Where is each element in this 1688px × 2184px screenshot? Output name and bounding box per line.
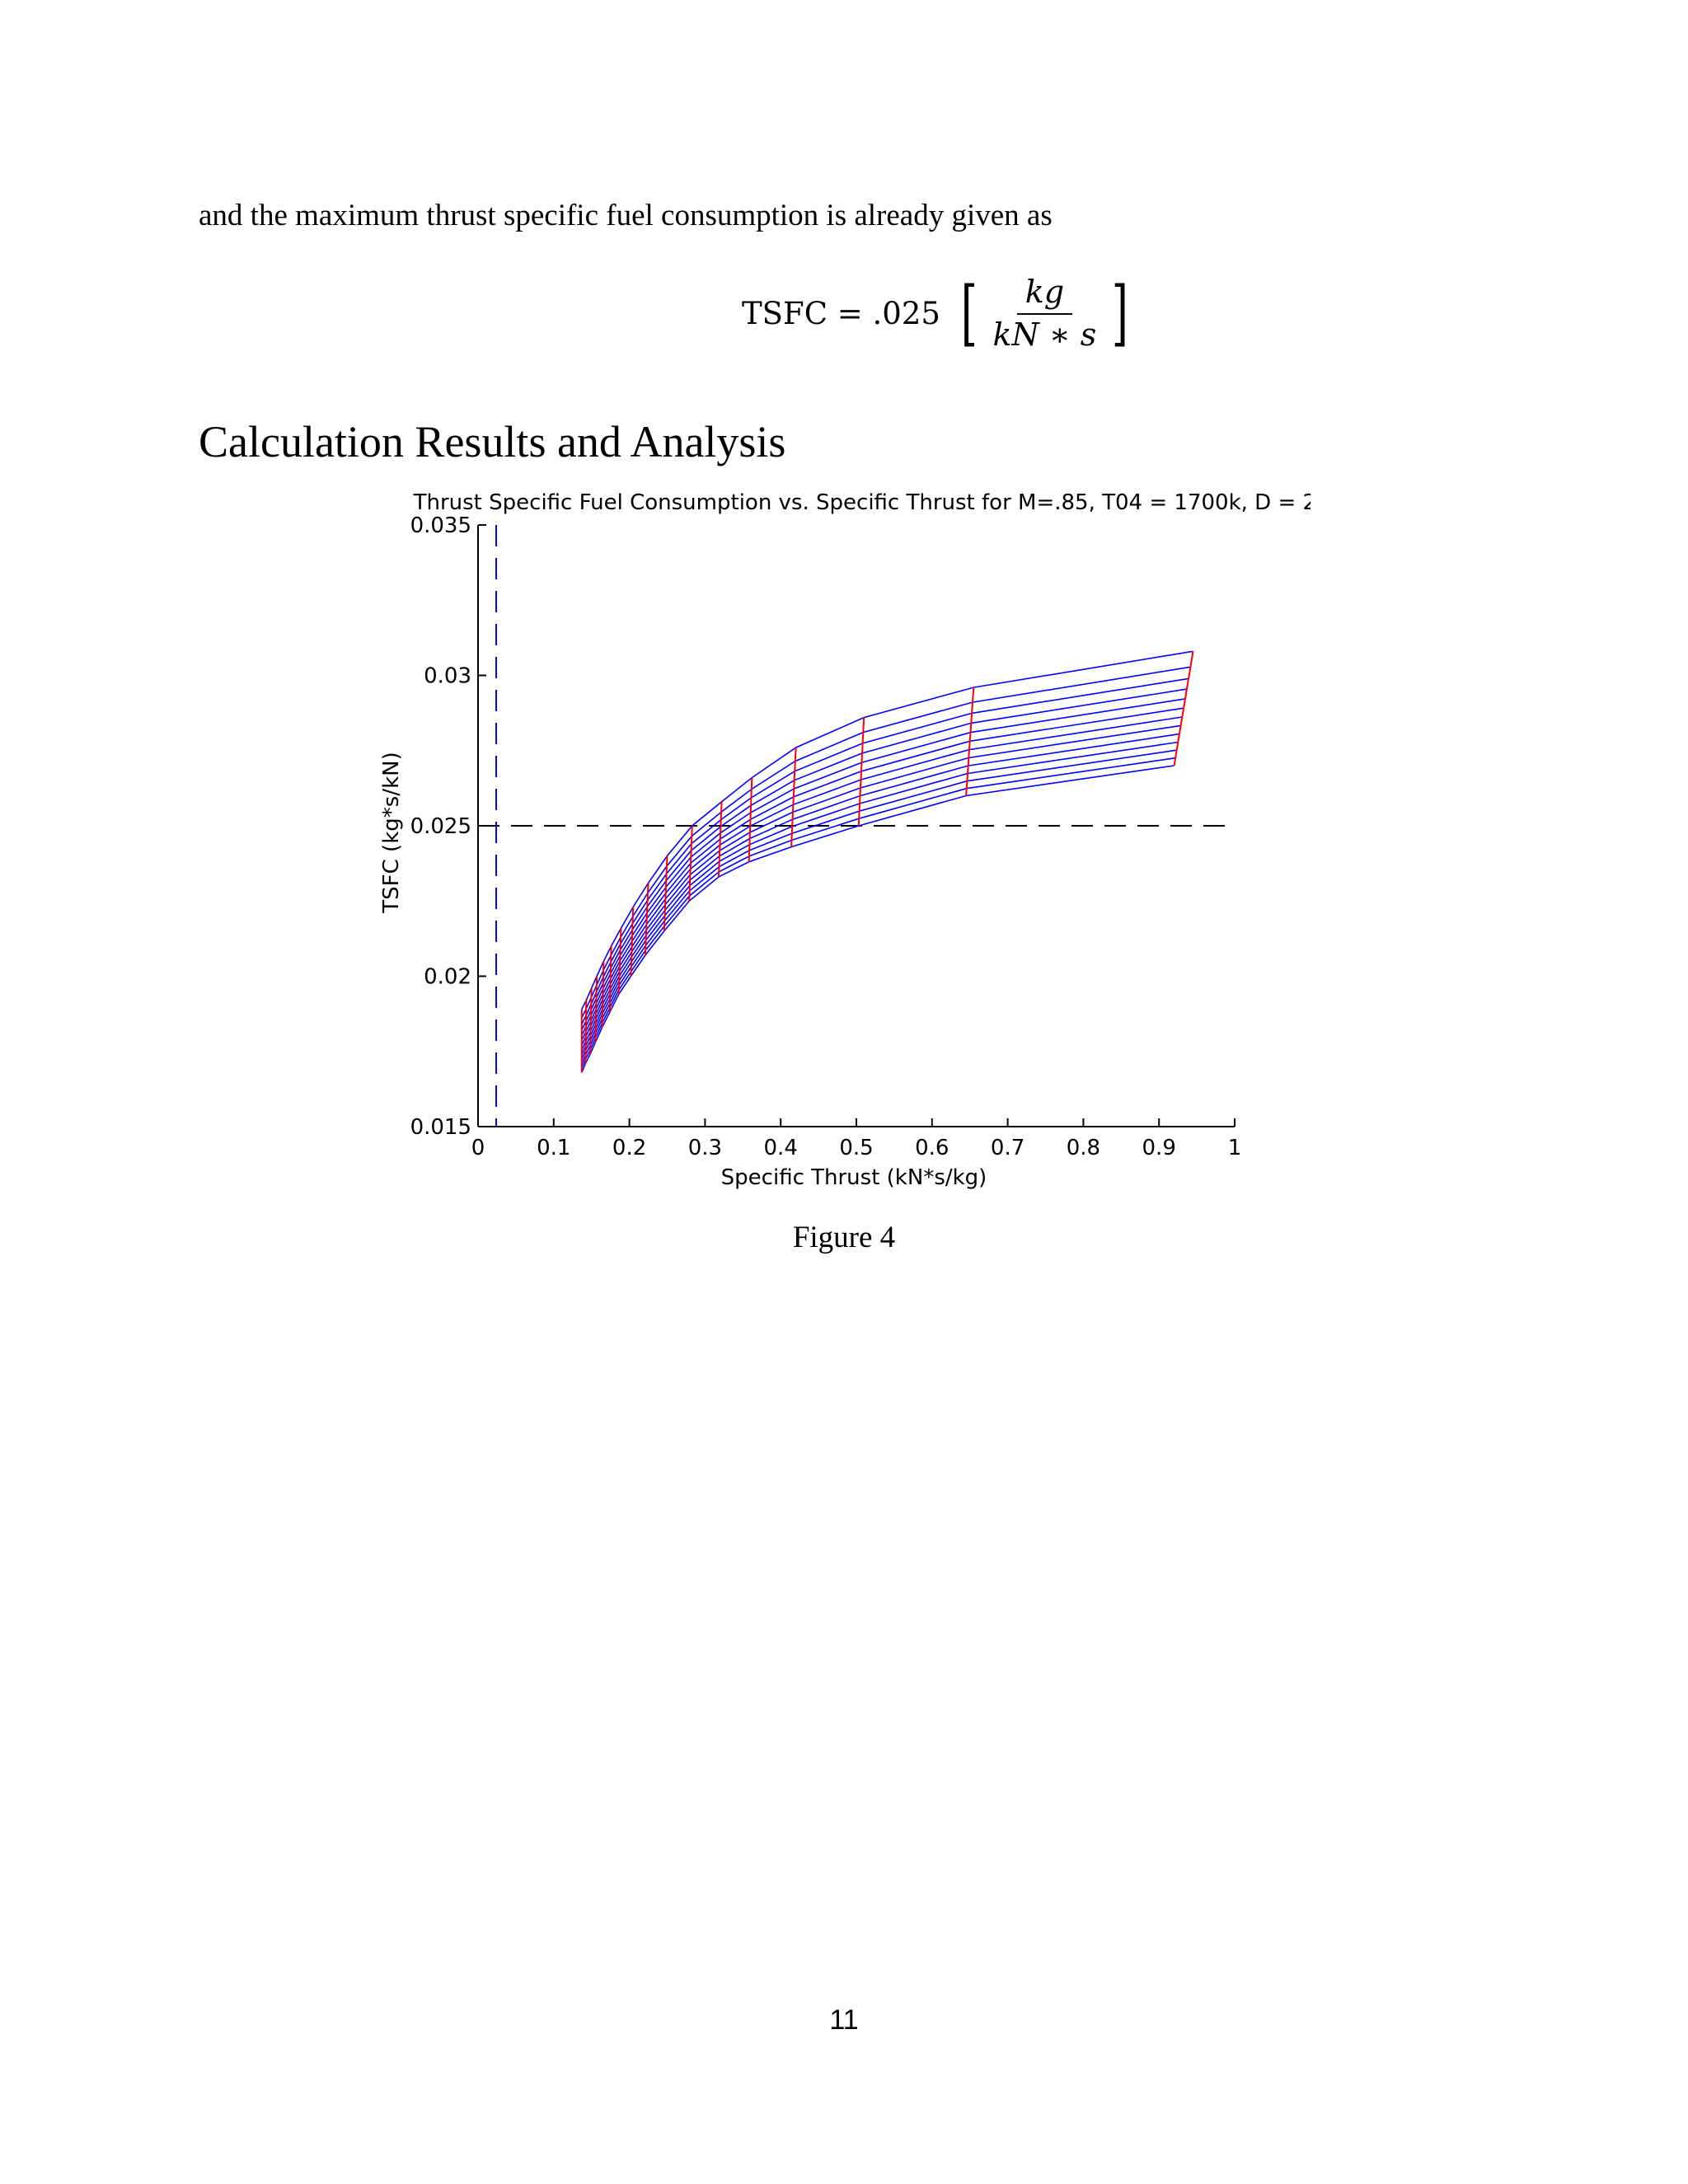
carpet-blue-line (581, 650, 1193, 1010)
x-tick-label: 0.1 (537, 1136, 570, 1160)
x-tick-label: 0.3 (688, 1136, 722, 1160)
x-tick-label: 0.7 (991, 1136, 1025, 1160)
axes: 0 0.1 0.2 0.3 0.4 0.5 0.6 0.7 0.8 0.9 1 0.015 0.02 0.… (410, 513, 1242, 1160)
x-tick-label: 0.4 (764, 1136, 798, 1160)
equation-left-bracket: [ (960, 272, 978, 354)
carpet-red-line (717, 801, 723, 878)
chart-ylabel: TSFC (kg*s/kN) (379, 752, 404, 913)
x-tick-label: 0.6 (915, 1136, 949, 1160)
y-tick-label: 0.015 (410, 1115, 471, 1140)
carpet-red-line (688, 825, 693, 902)
carpet-red-line (790, 748, 797, 847)
x-tick-label: 1 (1228, 1136, 1242, 1160)
x-tick-label: 0.5 (839, 1136, 873, 1160)
page-number: 11 (829, 2004, 859, 2036)
y-tick-label: 0.03 (424, 664, 471, 689)
carpet-red-line (608, 945, 612, 1013)
section-heading: Calculation Results and Analysis (199, 417, 786, 466)
carpet-red-line (601, 961, 605, 1028)
equation-numerator: kg (1016, 274, 1073, 315)
carpet-red-line (617, 928, 622, 995)
x-tick-label: 0.8 (1067, 1136, 1100, 1160)
figure-caption: Figure 4 (792, 1221, 896, 1254)
x-tick-label: 0 (471, 1136, 485, 1160)
figure-4: Thrust Specific Fuel Consumption vs. Spe… (363, 482, 1337, 1203)
carpet-blue-line (581, 749, 1177, 1065)
tsfc-equation: TSFC = .025 [ kg kN ∗ s ] (742, 268, 1134, 359)
carpet-red-line (584, 1000, 588, 1064)
carpet-blue-line (581, 716, 1183, 1047)
equation-lhs: TSFC = .025 (742, 295, 940, 331)
tsfc-chart: Thrust Specific Fuel Consumption vs. Spe… (379, 490, 1337, 1190)
carpet-red-line (630, 907, 635, 977)
x-tick-label: 0.2 (612, 1136, 646, 1160)
equation-fraction: kg kN ∗ s (984, 274, 1104, 353)
chart-xlabel: Specific Thrust (kN*s/kg) (721, 1165, 987, 1190)
plot-area (478, 525, 1235, 1127)
carpet-red-line (965, 687, 975, 796)
equation-denominator: kN ∗ s (992, 316, 1097, 353)
y-tick-label: 0.025 (410, 814, 471, 839)
equation-right-bracket: ] (1111, 272, 1129, 354)
carpet-red-line (594, 976, 598, 1043)
carpet-red-line (588, 988, 593, 1055)
y-tick-label: 0.02 (424, 965, 471, 990)
intro-text: and the maximum thrust specific fuel con… (199, 199, 1053, 232)
chart-title: Thrust Specific Fuel Consumption vs. Spe… (413, 490, 1311, 515)
carpet-red-line (1173, 651, 1194, 766)
carpet-red-line (857, 717, 865, 827)
carpet-blue-line (581, 666, 1191, 1019)
carpet-red-line (663, 855, 668, 931)
carpet-red-line (644, 883, 649, 956)
x-tick-label: 0.9 (1142, 1136, 1176, 1160)
y-tick-label: 0.035 (410, 513, 471, 538)
carpet-red-line (748, 777, 753, 862)
